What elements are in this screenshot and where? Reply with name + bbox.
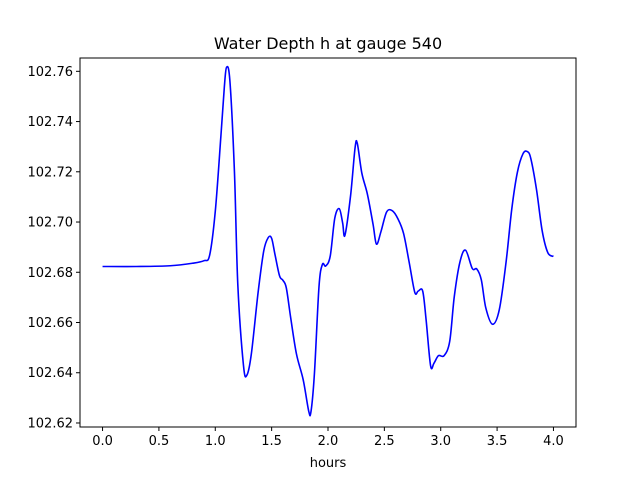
x-tick-label: 1.0 [205, 434, 226, 449]
plot-area [102, 65, 554, 417]
y-tick-label: 102.68 [28, 266, 74, 281]
y-tick-label: 102.74 [28, 115, 74, 130]
y-tick-label: 102.66 [28, 316, 74, 331]
x-tick-label: 4.0 [543, 434, 564, 449]
x-tick-label: 3.5 [487, 434, 508, 449]
x-axis-ticks: 0.0 0.5 1.0 1.5 2.0 2.5 3.0 3.5 4.0 [92, 427, 564, 449]
x-axis-label: hours [310, 456, 347, 471]
y-tick-label: 102.64 [28, 366, 74, 381]
plot-frame [79, 57, 577, 428]
y-tick-label: 102.70 [28, 216, 74, 231]
y-tick-label: 102.72 [28, 165, 74, 180]
x-tick-label: 0.0 [92, 434, 113, 449]
y-tick-label: 102.62 [28, 416, 74, 431]
y-axis-ticks: 102.62 102.64 102.66 102.68 102.70 102.72 102.… [28, 65, 80, 431]
x-tick-label: 1.5 [261, 434, 282, 449]
x-tick-label: 2.5 [374, 434, 395, 449]
series-line-0 [102, 65, 554, 417]
x-tick-label: 0.5 [149, 434, 170, 449]
chart-title: Water Depth h at gauge 540 [214, 34, 442, 53]
x-tick-label: 2.0 [318, 434, 339, 449]
y-tick-label: 102.76 [28, 65, 74, 80]
x-tick-label: 3.0 [430, 434, 451, 449]
